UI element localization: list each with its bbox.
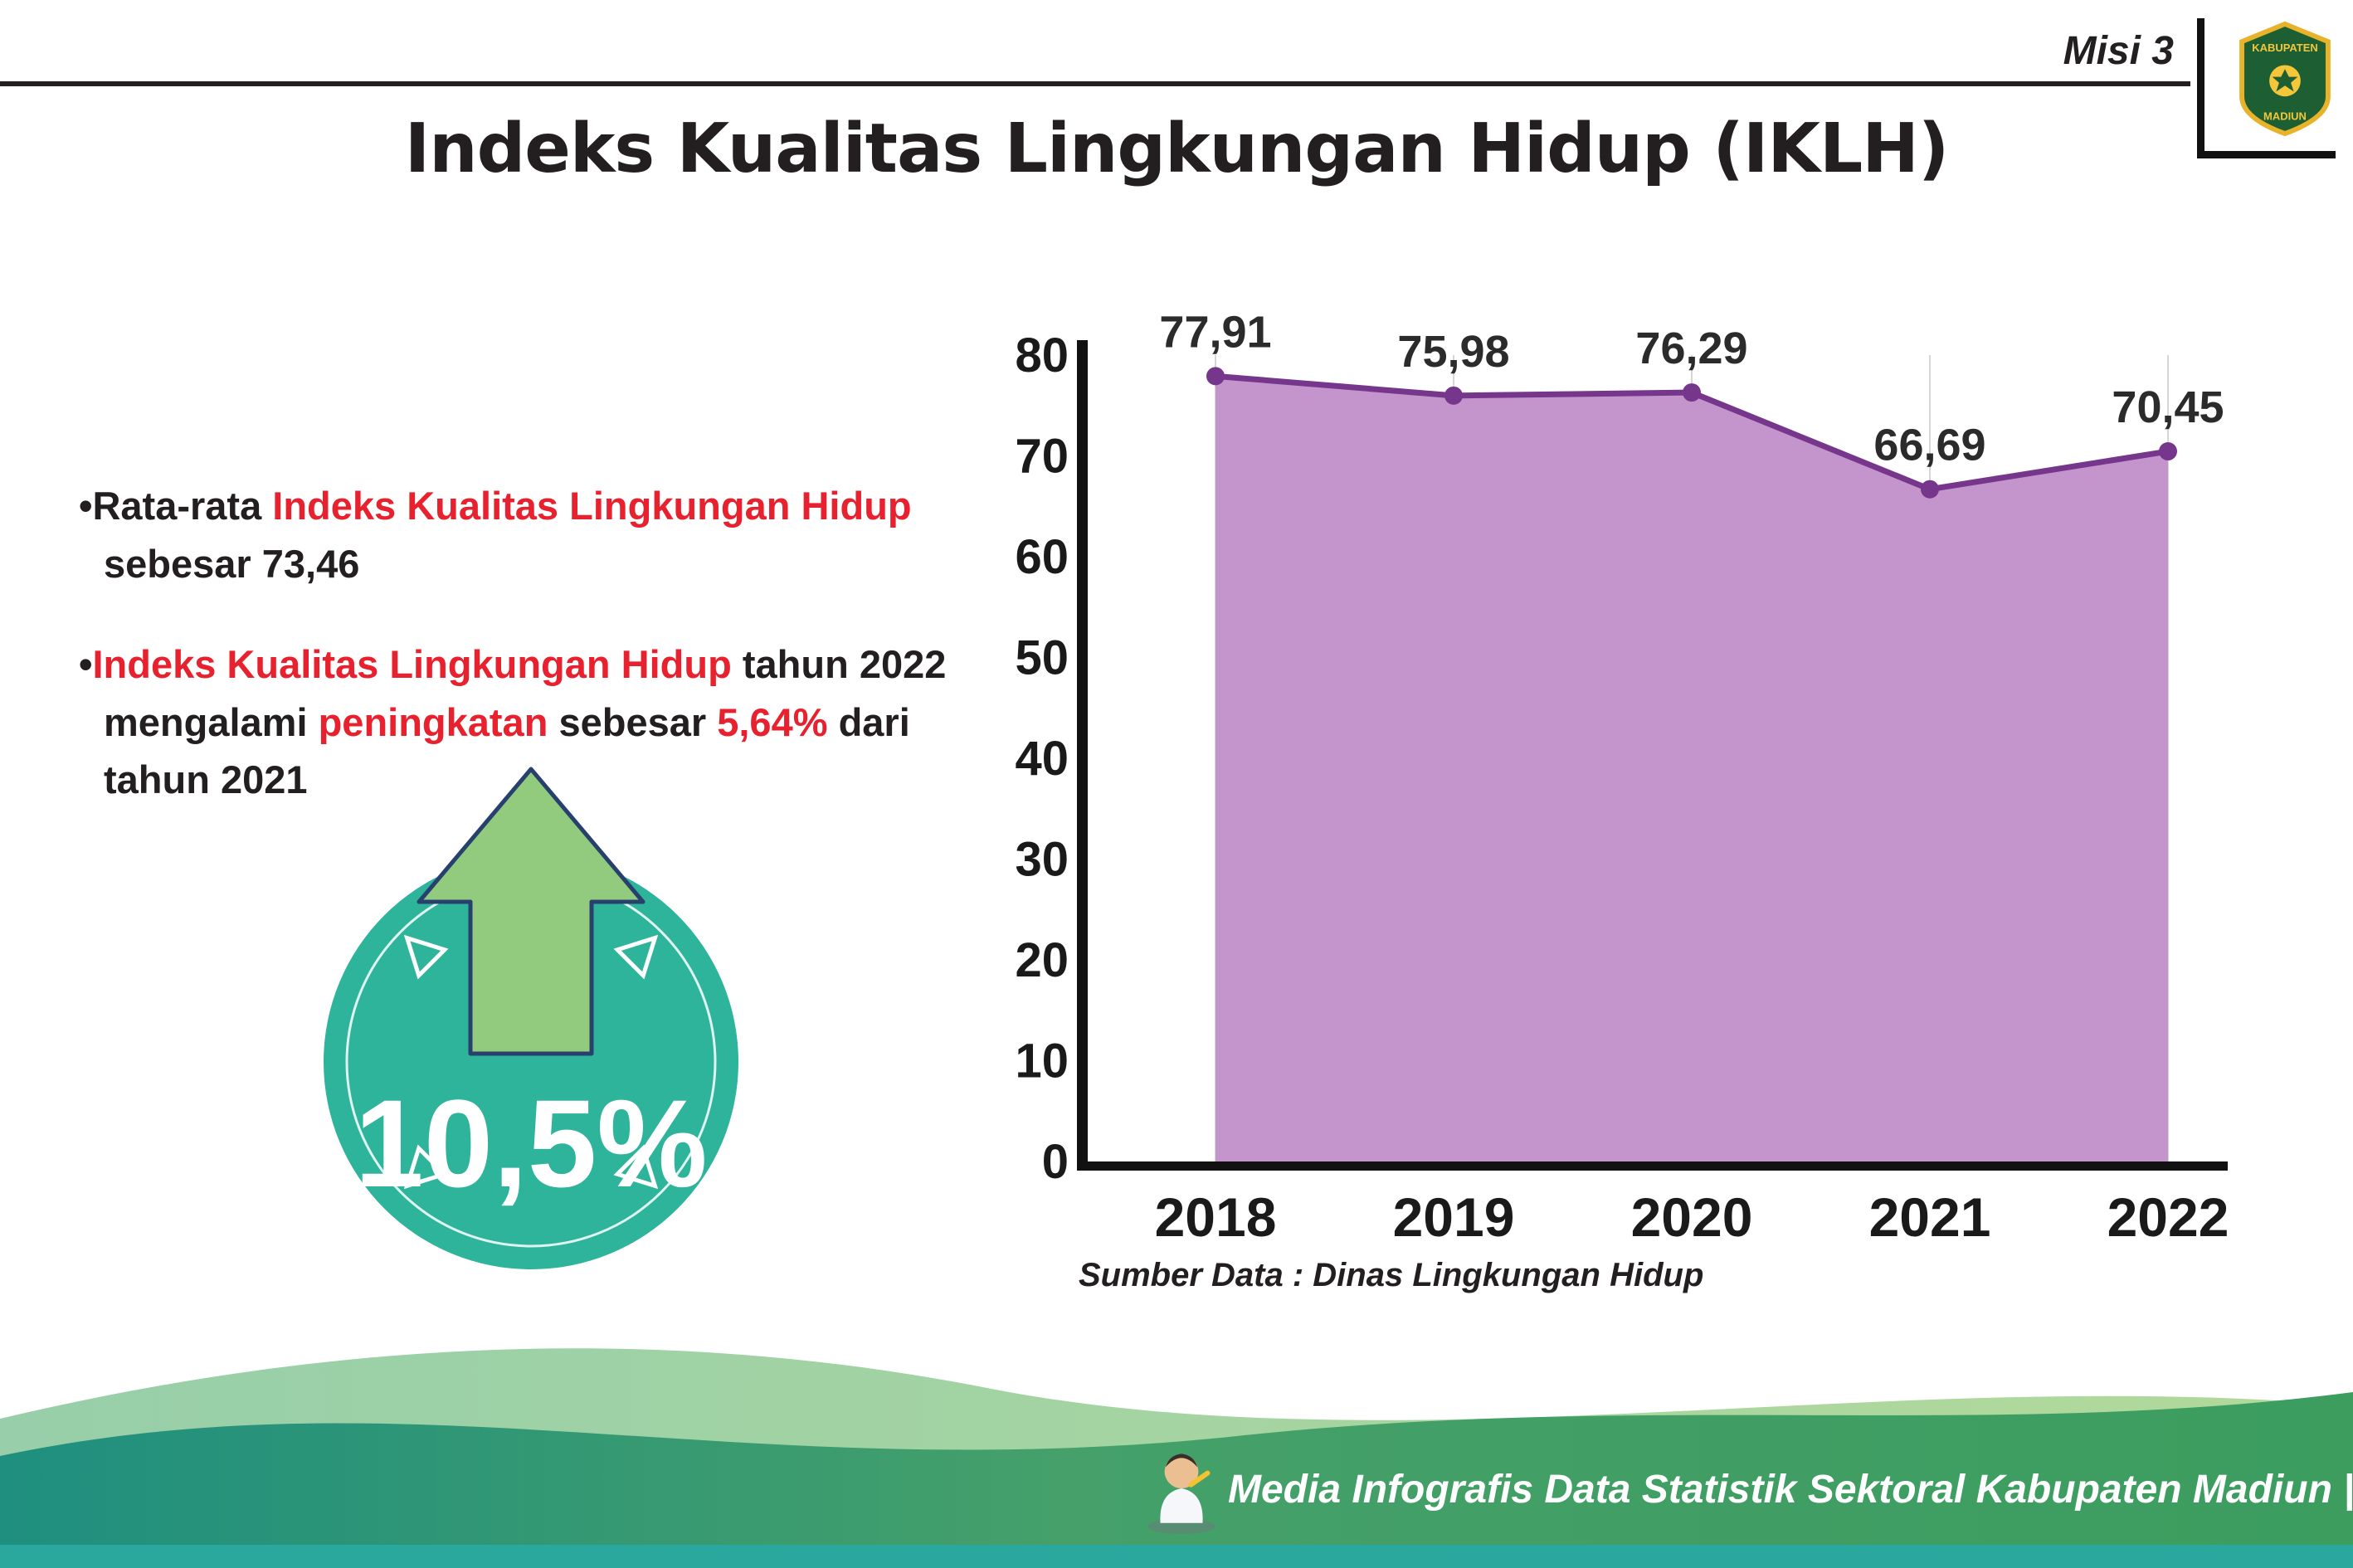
data-point [1444, 386, 1463, 405]
increase-badge: 10,5% [311, 759, 751, 1282]
y-tick-label: 80 [1015, 329, 1069, 382]
chart-canvas: 77,91 75,98 76,29 66,69 70,45 0 10 20 30 40 50 60 70… [1015, 307, 2229, 1248]
badge-circle [324, 855, 738, 1269]
misi-label: Misi 3 [2063, 29, 2174, 73]
data-point [2159, 442, 2177, 461]
badge-tick-ne [613, 934, 659, 980]
badge-tick-nw [403, 934, 449, 980]
y-tick-label: 0 [1042, 1135, 1069, 1189]
x-tick-label: 2022 [2107, 1186, 2229, 1248]
data-point [1683, 383, 1701, 402]
y-tick-label: 10 [1015, 1035, 1069, 1088]
source-note: Sumber Data : Dinas Lingkungan Hidup [1079, 1257, 1704, 1293]
badge-tick-se [613, 1144, 659, 1190]
y-tick-label: 60 [1015, 530, 1069, 584]
value-label: 66,69 [1873, 421, 1985, 470]
b2-highlight-2: peningkatan [318, 699, 548, 744]
b2-highlight-3: 5,64% [717, 699, 828, 744]
b1-post: sebesar 73,46 [104, 541, 360, 586]
x-tick-label: 2019 [1393, 1186, 1515, 1248]
x-tick-label: 2018 [1155, 1186, 1277, 1248]
value-label: 77,91 [1159, 307, 1271, 357]
svg-text:MADIUN: MADIUN [2263, 110, 2307, 123]
increase-badge-graphic: 10,5% [324, 767, 738, 1269]
x-tick-label: 2020 [1631, 1186, 1753, 1248]
badge-value: 10,5% [354, 1074, 707, 1213]
x-axis [1077, 1161, 2228, 1171]
kabupaten-madiun-logo: KABUPATEN MADIUN [2197, 18, 2336, 158]
footer-caption: Media Infografis Data Statistik Sektoral… [1228, 1468, 2353, 1512]
kabupaten-madiun-crest-icon: KABUPATEN MADIUN [2239, 21, 2331, 137]
up-arrow-icon [417, 767, 645, 1056]
page-title: Indeks Kualitas Lingkungan Hidup (IKLH) [404, 110, 1950, 188]
value-label: 70,45 [2112, 382, 2224, 432]
y-tick-label: 50 [1015, 631, 1069, 685]
iklh-area-chart: 77,91 75,98 76,29 66,69 70,45 0 10 20 30 40 50 60 70… [946, 290, 2257, 1336]
bottom-strip [0, 1545, 2353, 1568]
badge-tick-sw [403, 1144, 449, 1190]
y-tick-label: 40 [1015, 732, 1069, 786]
bullet-increase: •Indeks Kualitas Lingkungan Hidup tahun … [79, 635, 975, 809]
mascot-icon [1147, 1454, 1215, 1534]
value-label: 75,98 [1397, 327, 1509, 377]
bullet-dot: • [79, 642, 93, 687]
bullet-average: •Rata-rata Indeks Kualitas Lingkungan Hi… [79, 477, 975, 592]
y-tick-label: 30 [1015, 833, 1069, 887]
b2-highlight-1: Indeks Kualitas Lingkungan Hidup [92, 642, 732, 687]
key-points: •Rata-rata Indeks Kualitas Lingkungan Hi… [79, 477, 975, 852]
data-point [1921, 480, 1939, 499]
bullet-dot: • [79, 484, 93, 528]
b1-highlight: Indeks Kualitas Lingkungan Hidup [272, 484, 912, 528]
area-fill [1215, 376, 2168, 1161]
data-point [1206, 367, 1225, 386]
b1-pre: Rata-rata [92, 484, 273, 528]
y-axis [1077, 340, 1088, 1161]
svg-text:KABUPATEN: KABUPATEN [2252, 41, 2318, 54]
b2-post: dari tahun 2021 [104, 699, 910, 802]
x-tick-label: 2021 [1869, 1186, 1991, 1248]
y-tick-label: 70 [1015, 430, 1069, 484]
top-rule [0, 81, 2190, 86]
y-tick-label: 20 [1015, 933, 1069, 987]
b2-mid-2: sebesar [548, 699, 718, 744]
value-label: 76,29 [1635, 324, 1747, 373]
b2-mid-1: tahun 2022 mengalami [104, 642, 947, 744]
